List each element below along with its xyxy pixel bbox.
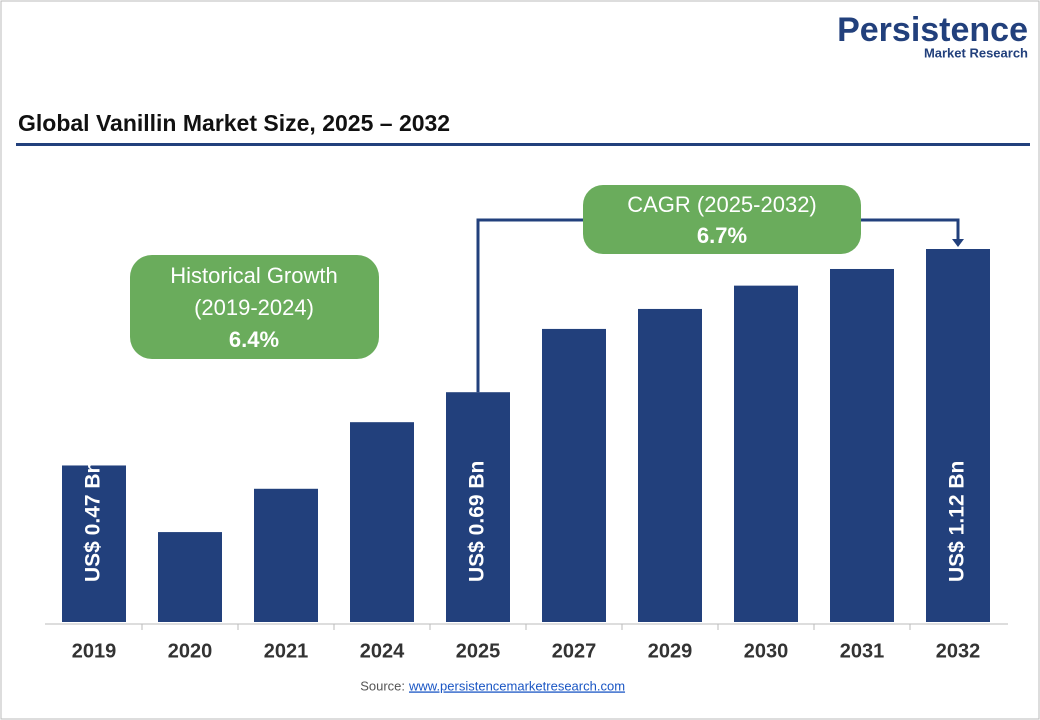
bar [734, 285, 798, 622]
brand-tagline: Market Research [924, 45, 1028, 60]
annotation: CAGR (2025-2032) [627, 192, 817, 217]
value-label: US$ 0.69 Bn [466, 461, 489, 582]
x-tick-label: 2030 [744, 640, 789, 662]
value-label: US$ 1.12 Bn [946, 461, 969, 582]
annotation: 6.7% [697, 223, 747, 248]
x-tick-label: 2031 [840, 640, 885, 662]
bar [638, 308, 702, 622]
value-label: US$ 0.47 Bn [82, 461, 105, 582]
x-tick-label: 2027 [552, 640, 597, 662]
annotation: 6.4% [229, 327, 279, 352]
source-label: Source: [360, 678, 405, 693]
historical-box [130, 255, 379, 359]
annotation: (2019-2024) [194, 295, 314, 320]
bar [926, 249, 990, 622]
title-rule [16, 143, 1030, 146]
bar [158, 532, 222, 622]
x-tick-label: 2020 [168, 640, 213, 662]
bar [62, 465, 126, 622]
bar [254, 488, 318, 622]
x-tick-label: 2024 [360, 640, 405, 662]
bar [830, 268, 894, 622]
arrow-head [952, 239, 964, 247]
bar [542, 328, 606, 622]
chart-title: Global Vanillin Market Size, 2025 – 2032 [18, 110, 450, 136]
cagr-box [583, 185, 861, 254]
source-link[interactable]: www.persistencemarketresearch.com [408, 678, 625, 693]
x-tick-label: 2029 [648, 640, 693, 662]
brand-name: Persistence [837, 11, 1028, 49]
annotation: Historical Growth [170, 263, 337, 288]
bar [350, 422, 414, 622]
x-tick-label: 2032 [936, 640, 981, 662]
x-tick-label: 2025 [456, 640, 501, 662]
x-tick-label: 2019 [72, 640, 117, 662]
bar [446, 392, 510, 622]
x-tick-label: 2021 [264, 640, 309, 662]
